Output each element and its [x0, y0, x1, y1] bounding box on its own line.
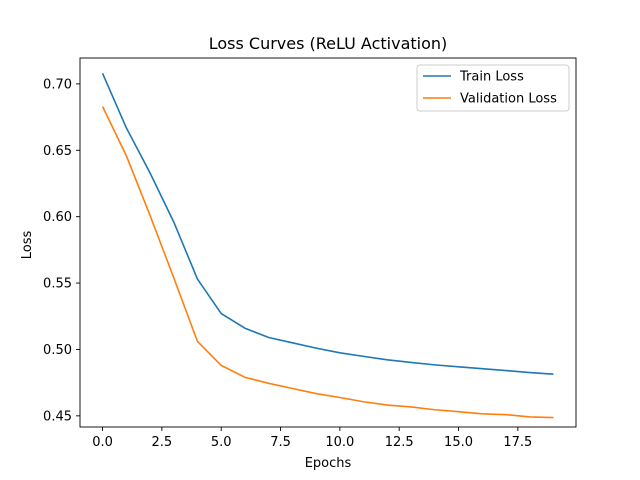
- y-tick-label: 0.50: [43, 343, 72, 358]
- legend-box: [416, 64, 570, 112]
- y-tick-label: 0.55: [43, 277, 72, 292]
- series-line-validation-loss: [101, 106, 554, 419]
- y-tick-label: 0.45: [43, 409, 72, 424]
- legend-label: Train Loss: [459, 70, 524, 85]
- x-tick-label: 0.0: [92, 435, 113, 450]
- legend-label: Validation Loss: [460, 92, 557, 107]
- x-axis-label: Epochs: [305, 456, 352, 471]
- x-tick-label: 15.0: [444, 435, 473, 450]
- y-tick-label: 0.60: [43, 210, 72, 225]
- legend: Train Loss Validation Loss: [416, 64, 570, 112]
- y-tick-label: 0.65: [43, 144, 72, 159]
- series-line-train-loss: [101, 72, 554, 375]
- x-tick-label: 5.0: [211, 435, 232, 450]
- plot-frame: [79, 57, 577, 428]
- plot-area: 0.0 2.5 5.0 7.5 10.0 12.5 15.0 17.5 0.45 0.50 0.55…: [43, 57, 577, 450]
- y-tick-label: 0.70: [43, 77, 72, 92]
- chart-title: Loss Curves (ReLU Activation): [209, 34, 448, 53]
- y-axis-label: Loss: [20, 231, 35, 260]
- x-tick-label: 7.5: [270, 435, 291, 450]
- x-tick-label: 17.5: [503, 435, 532, 450]
- x-tick-label: 10.0: [325, 435, 354, 450]
- x-tick-label: 12.5: [385, 435, 414, 450]
- x-tick-label: 2.5: [152, 435, 173, 450]
